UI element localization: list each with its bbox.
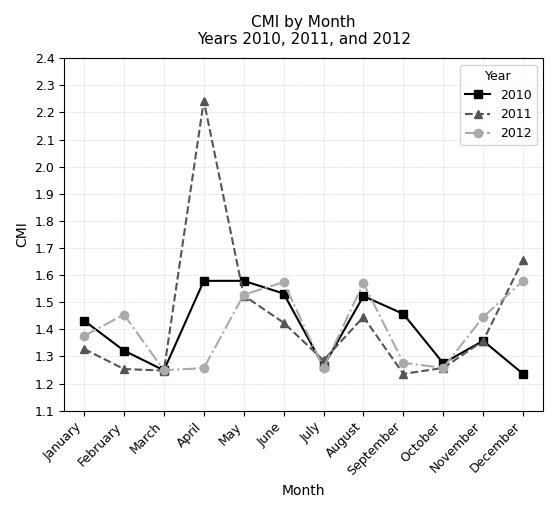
2010 bbox=[161, 367, 167, 373]
2010 bbox=[200, 278, 207, 284]
2010 bbox=[121, 347, 127, 353]
2011 bbox=[519, 256, 526, 263]
2010 bbox=[519, 371, 526, 377]
2011 bbox=[280, 320, 287, 326]
2012 bbox=[440, 365, 446, 371]
Line: 2012: 2012 bbox=[80, 277, 527, 374]
2011 bbox=[200, 97, 207, 104]
2011 bbox=[240, 292, 247, 299]
2012 bbox=[360, 280, 367, 286]
2012 bbox=[161, 367, 167, 373]
Line: 2011: 2011 bbox=[80, 96, 527, 378]
2012 bbox=[280, 279, 287, 285]
2011 bbox=[360, 314, 367, 320]
2010 bbox=[360, 293, 367, 299]
2011 bbox=[320, 357, 327, 363]
2010 bbox=[320, 363, 327, 369]
2010 bbox=[480, 338, 487, 344]
Y-axis label: CMI: CMI bbox=[15, 222, 29, 247]
2011 bbox=[161, 367, 167, 373]
2012 bbox=[240, 291, 247, 298]
2011 bbox=[81, 346, 88, 352]
2011 bbox=[440, 365, 446, 371]
Title: CMI by Month
Years 2010, 2011, and 2012: CMI by Month Years 2010, 2011, and 2012 bbox=[196, 15, 411, 47]
2011 bbox=[480, 338, 487, 344]
Legend: 2010, 2011, 2012: 2010, 2011, 2012 bbox=[460, 65, 537, 145]
2010 bbox=[440, 360, 446, 366]
2011 bbox=[400, 371, 407, 377]
2012 bbox=[81, 333, 88, 339]
Line: 2010: 2010 bbox=[80, 277, 527, 378]
2010 bbox=[280, 290, 287, 297]
2012 bbox=[121, 311, 127, 318]
X-axis label: Month: Month bbox=[282, 484, 325, 498]
2010 bbox=[400, 311, 407, 317]
2012 bbox=[400, 360, 407, 366]
2010 bbox=[81, 318, 88, 324]
2012 bbox=[519, 278, 526, 284]
2010 bbox=[240, 278, 247, 284]
2012 bbox=[200, 365, 207, 371]
2012 bbox=[320, 365, 327, 371]
2011 bbox=[121, 366, 127, 372]
2012 bbox=[480, 314, 487, 320]
